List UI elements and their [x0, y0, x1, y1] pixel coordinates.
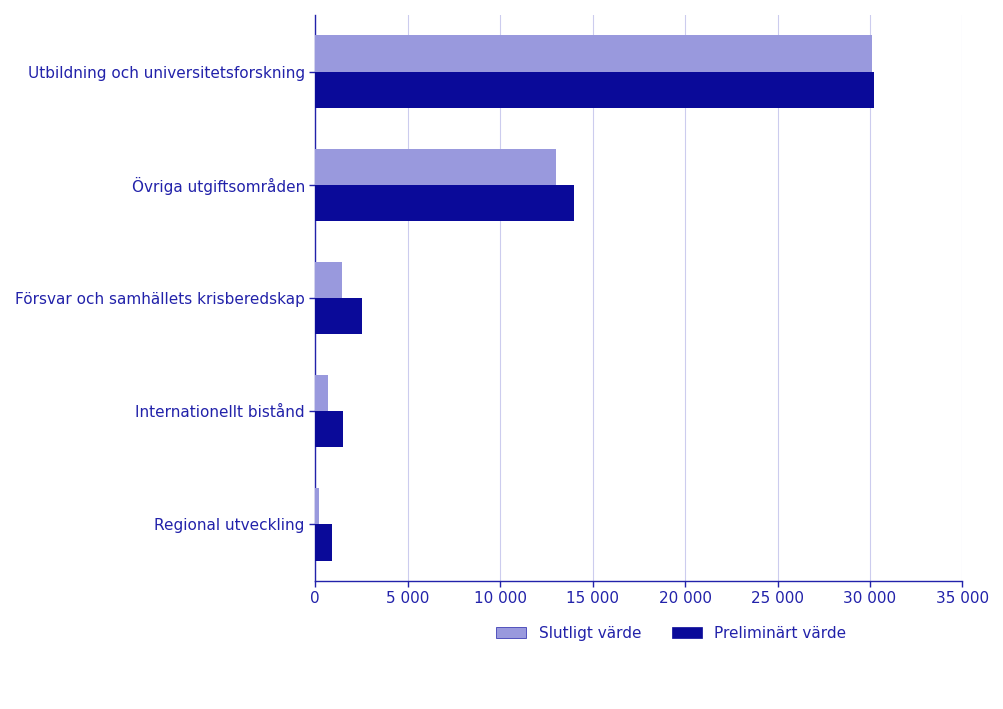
- Bar: [315, 489, 319, 525]
- Bar: [315, 375, 328, 411]
- Bar: [315, 35, 871, 72]
- Bar: [315, 525, 332, 561]
- Bar: [315, 72, 873, 108]
- Bar: [315, 149, 555, 185]
- Bar: [315, 298, 361, 334]
- Bar: [315, 262, 342, 298]
- Bar: [315, 185, 574, 221]
- Legend: Slutligt värde, Preliminärt värde: Slutligt värde, Preliminärt värde: [489, 620, 852, 647]
- Bar: [315, 411, 343, 447]
